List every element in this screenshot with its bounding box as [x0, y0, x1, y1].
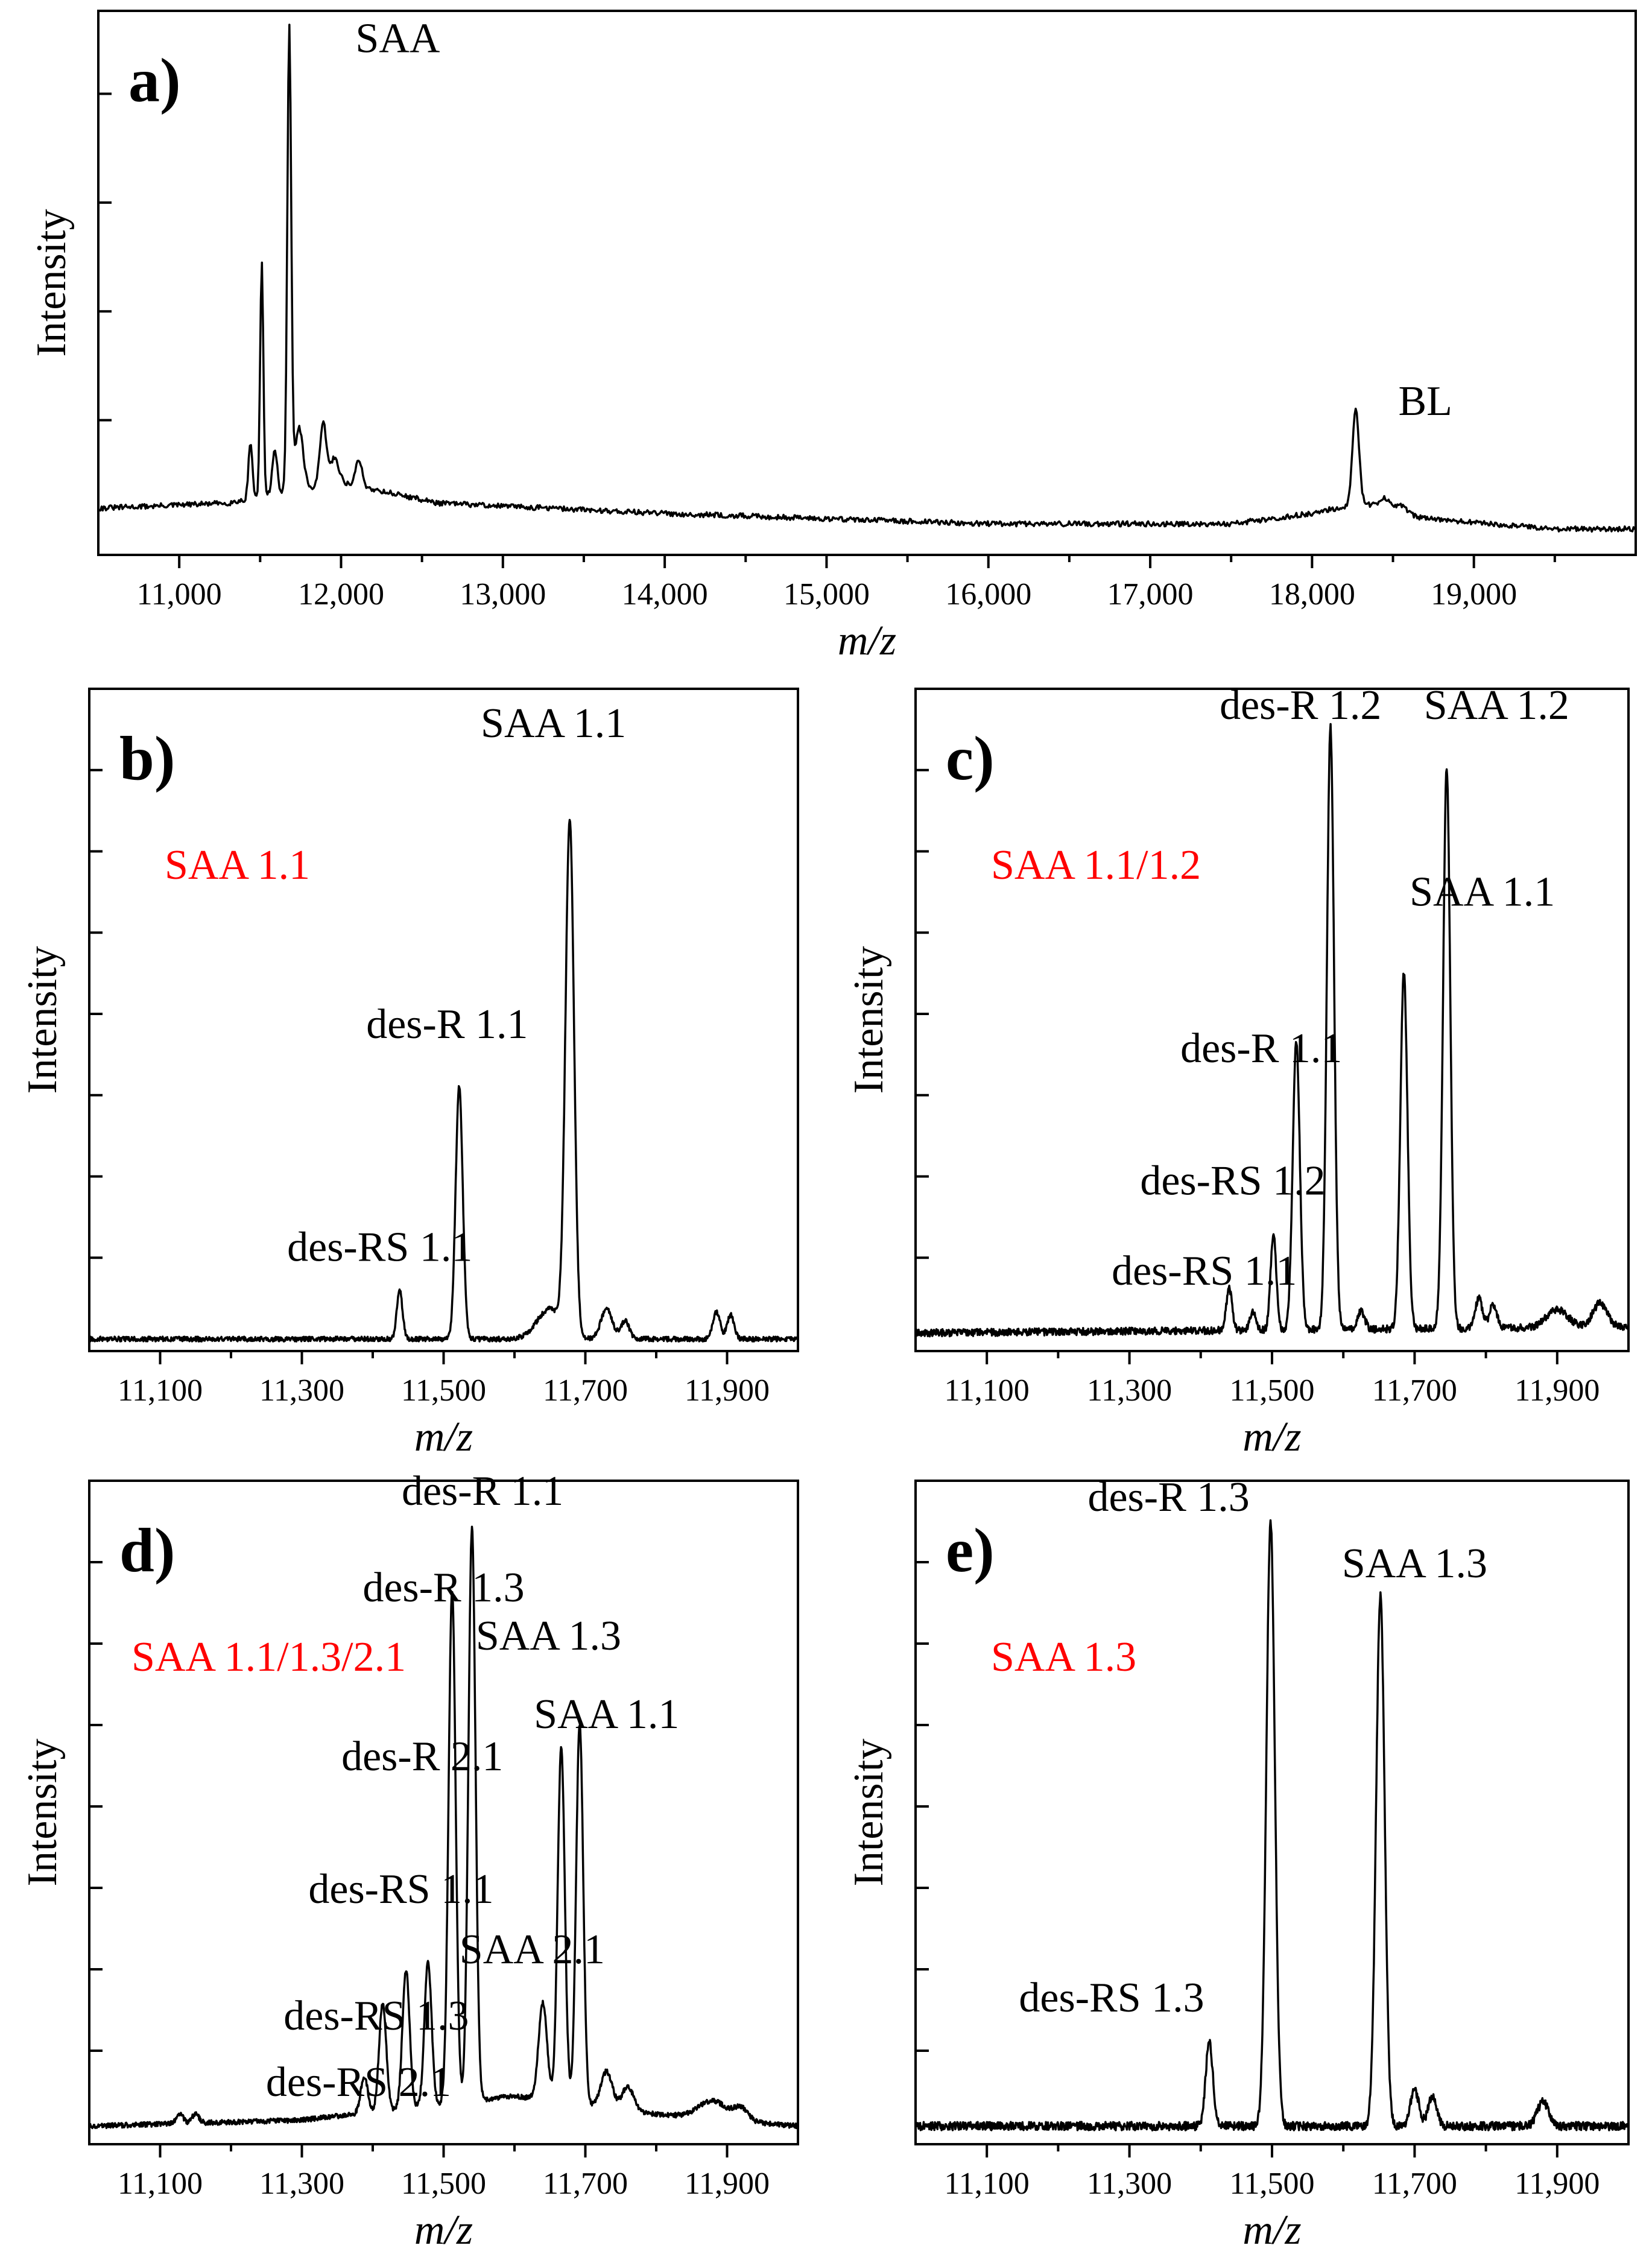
x-tick-label: 11,100	[945, 1373, 1030, 1408]
x-tick-label: 15,000	[783, 577, 870, 612]
y-axis-title: Intensity	[28, 209, 75, 357]
x-tick-label: 11,000	[137, 577, 222, 612]
panel-b: 11,100 11,300 11,500 11,700 11,900 m/z Intensi…	[19, 688, 799, 1460]
sample-label: SAA 1.1/1.3/2.1	[131, 1634, 406, 1680]
x-tick-label: 11,300	[1087, 2167, 1172, 2201]
x-tick-label: 11,500	[1229, 2167, 1314, 2201]
peak-label-des-rs-1-1: des-RS 1.1	[287, 1224, 472, 1270]
x-tick-label: 16,000	[945, 577, 1031, 612]
plot-frame	[97, 10, 1637, 556]
x-tick-label: 11,100	[118, 1373, 203, 1408]
y-axis-title: Intensity	[846, 946, 892, 1094]
peak-label-saa-1-3: SAA 1.3	[476, 1613, 621, 1659]
peak-label-des-rs-1-3: des-RS 1.3	[1019, 1975, 1204, 2021]
peak-label-saa-1-2: SAA 1.2	[1424, 682, 1569, 729]
x-tick-label: 11,100	[118, 2167, 203, 2201]
peak-label-des-rs-1-1: des-RS 1.1	[308, 1866, 493, 1913]
x-tick-label: 11,700	[1372, 1373, 1457, 1408]
x-axis-title: m/z	[838, 618, 896, 664]
panel-e: 11,100 11,300 11,500 11,700 11,900 m/z Intensi…	[846, 1474, 1630, 2253]
x-axis-title: m/z	[1242, 2207, 1301, 2253]
x-tick-label: 14,000	[622, 577, 708, 612]
panel-letter: b)	[119, 724, 175, 793]
sample-label: SAA 1.1	[165, 842, 310, 888]
peak-label-des-r-1-2: des-R 1.2	[1220, 682, 1381, 729]
spectrum-trace	[88, 818, 799, 1343]
peak-label-des-rs-1-2: des-RS 1.2	[1140, 1157, 1325, 1204]
x-axis-title: m/z	[1242, 1414, 1301, 1460]
spectrum-trace	[914, 1519, 1630, 2132]
spectrum-trace	[914, 723, 1630, 1338]
x-tick-label: 11,900	[685, 2167, 770, 2201]
peak-label-des-r-1-1: des-R 1.1	[366, 1001, 528, 1048]
peak-label-des-rs-2-1: des-RS 2.1	[266, 2059, 451, 2106]
y-axis-title: Intensity	[19, 946, 66, 1094]
x-tick-label: 17,000	[1107, 577, 1194, 612]
x-tick-label: 11,500	[401, 1373, 486, 1408]
peak-label-saa-1-1: SAA 1.1	[481, 700, 626, 747]
x-tick-label: 11,300	[259, 2167, 344, 2201]
sample-label: SAA 1.3	[991, 1634, 1136, 1680]
sample-label: SAA 1.1/1.2	[991, 842, 1201, 888]
x-tick-label: 11,100	[945, 2167, 1030, 2201]
peak-label-des-rs-1-3: des-RS 1.3	[283, 1993, 469, 2039]
peak-label-saa-1-1: SAA 1.1	[534, 1691, 679, 1738]
spectrum-trace	[88, 1525, 799, 2130]
peak-label-saa-2-1: SAA 2.1	[460, 1926, 605, 1973]
panel-letter: d)	[119, 1516, 175, 1585]
x-tick-label: 11,700	[543, 2167, 628, 2201]
panel-letter: a)	[128, 46, 181, 115]
panel-letter: c)	[946, 724, 995, 793]
x-tick-label: 11,700	[543, 1373, 628, 1408]
panel-c: 11,100 11,300 11,500 11,700 11,900 m/z Intensi…	[846, 682, 1630, 1460]
peak-label-saa-1-1: SAA 1.1	[1410, 869, 1555, 915]
peak-label-des-r-1-1: des-R 1.1	[1180, 1025, 1342, 1072]
peak-label-bl: BL	[1398, 378, 1452, 425]
panel-a: 11,000 12,000 13,000 14,000 15,000 16,000 17,0…	[28, 10, 1637, 664]
peak-label-des-rs-1-1: des-RS 1.1	[1112, 1248, 1297, 1294]
x-tick-label: 18,000	[1269, 577, 1355, 612]
x-tick-label: 13,000	[460, 577, 546, 612]
peak-label-saa-1-3: SAA 1.3	[1342, 1540, 1487, 1587]
x-tick-label: 11,500	[401, 2167, 486, 2201]
y-axis-title: Intensity	[846, 1739, 892, 1887]
peak-label-saa: SAA	[355, 16, 440, 62]
x-tick-label: 11,900	[1514, 1373, 1600, 1408]
x-axis-title: m/z	[414, 1414, 473, 1460]
panel-letter: e)	[946, 1516, 995, 1585]
panel-d: 11,100 11,300 11,500 11,700 11,900 m/z Intensi…	[19, 1468, 799, 2253]
x-tick-label: 11,900	[1514, 2167, 1600, 2201]
x-tick-label: 11,900	[685, 1373, 770, 1408]
x-tick-label: 11,500	[1229, 1373, 1314, 1408]
peak-label-des-r-1-1: des-R 1.1	[402, 1468, 563, 1515]
x-tick-label: 11,300	[259, 1373, 344, 1408]
spectrum-trace	[97, 24, 1637, 533]
x-tick-label: 11,300	[1087, 1373, 1172, 1408]
x-tick-label: 19,000	[1431, 577, 1517, 612]
peak-label-des-r-2-1: des-R 2.1	[341, 1733, 503, 1780]
y-axis-title: Intensity	[19, 1739, 66, 1887]
peak-label-des-r-1-3: des-R 1.3	[362, 1565, 524, 1611]
peak-label-des-r-1-3: des-R 1.3	[1087, 1474, 1249, 1521]
x-tick-label: 12,000	[298, 577, 384, 612]
x-axis-title: m/z	[414, 2207, 473, 2253]
x-tick-label: 11,700	[1372, 2167, 1457, 2201]
